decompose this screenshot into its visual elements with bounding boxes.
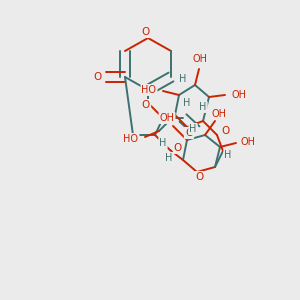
Text: HO: HO — [124, 134, 139, 144]
Text: O: O — [94, 72, 102, 82]
Text: H: H — [179, 74, 187, 84]
Text: OH: OH — [241, 137, 256, 147]
Text: O: O — [174, 143, 182, 153]
Text: HO: HO — [142, 85, 157, 95]
Text: O: O — [221, 126, 229, 136]
Text: H: H — [183, 98, 191, 108]
Text: OH: OH — [232, 90, 247, 100]
Text: OH: OH — [212, 109, 226, 119]
Text: H: H — [159, 138, 167, 148]
Text: O: O — [142, 100, 150, 110]
Text: O: O — [185, 128, 193, 138]
Text: OH: OH — [160, 113, 175, 123]
Text: H: H — [199, 102, 207, 112]
Text: H: H — [189, 124, 197, 134]
Text: H: H — [224, 150, 232, 160]
Text: H: H — [165, 153, 173, 163]
Text: OH: OH — [193, 54, 208, 64]
Text: O: O — [195, 172, 203, 182]
Text: O: O — [142, 27, 150, 37]
